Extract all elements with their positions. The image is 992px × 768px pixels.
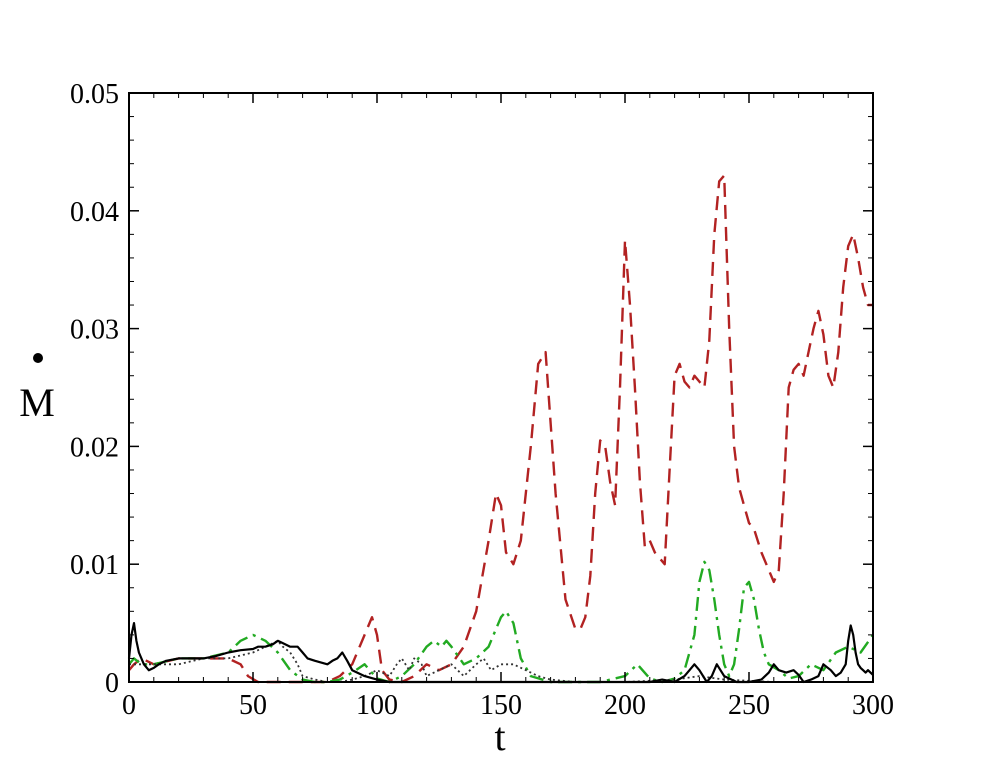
x-tick-label: 250	[728, 690, 770, 721]
x-tick-label: 150	[480, 690, 522, 721]
y-axis-label: M	[19, 380, 55, 425]
y-tick-label: 0.05	[70, 79, 119, 110]
x-tick-label: 50	[239, 690, 267, 721]
x-tick-label: 0	[122, 690, 136, 721]
series-line-dashed-0	[128, 174, 873, 684]
series-layer	[127, 174, 874, 684]
plot-frame	[128, 92, 874, 683]
y-tick-label: 0.03	[70, 315, 119, 346]
x-tick-label: 100	[356, 690, 398, 721]
x-tick-label: 300	[852, 690, 894, 721]
x-tick-label: 200	[604, 690, 646, 721]
y-tick-label: 0.04	[70, 197, 119, 228]
y-tick-label: 0	[105, 668, 119, 699]
y-tick-label: 0.01	[70, 550, 119, 581]
y-axis-label-dot	[33, 353, 43, 363]
ticks-layer: 0 50 100 150 200 250 300 0 0.01 0.02 0.03 0.04 0.05	[70, 79, 894, 721]
y-tick-label: 0.02	[70, 432, 119, 463]
x-axis-label: t	[494, 714, 505, 759]
series-line-dashdot-1	[128, 560, 874, 684]
